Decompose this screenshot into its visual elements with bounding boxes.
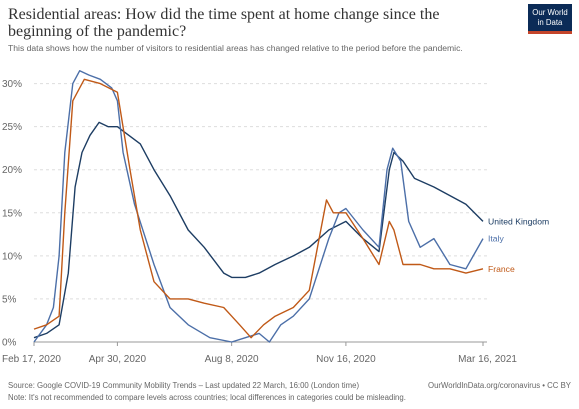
logo-line-1: Our World [532, 8, 568, 17]
y-tick-label: 10% [2, 251, 22, 262]
chart-subtitle: This data shows how the number of visito… [8, 43, 463, 53]
y-tick-label: 30% [2, 79, 22, 90]
owid-logo[interactable]: Our World in Data [528, 4, 572, 34]
source-note: Source: Google COVID-19 Community Mobili… [8, 381, 360, 390]
x-tick-label: Aug 8, 2020 [205, 354, 259, 365]
chart-title: Residential areas: How did the time spen… [8, 6, 440, 40]
series-line-united-kingdom [33, 121, 484, 339]
logo-line-2: in Data [537, 18, 563, 27]
series-label-united-kingdom: United Kingdom [488, 216, 549, 226]
x-tick-label: Feb 17, 2020 [2, 354, 61, 365]
series-label-italy: Italy [488, 234, 504, 244]
series-line-france [33, 78, 484, 339]
series-label-france: France [488, 264, 515, 274]
y-tick-label: 0% [2, 338, 17, 349]
footnote: Note: It's not recommended to compare le… [8, 393, 406, 402]
series-line-italy [33, 70, 484, 343]
y-tick-label: 25% [2, 122, 22, 133]
x-tick-label: Apr 30, 2020 [89, 354, 147, 365]
y-tick-label: 5% [2, 294, 17, 305]
x-tick-label: Nov 16, 2020 [316, 354, 376, 365]
x-tick-label: Mar 16, 2021 [458, 354, 517, 365]
credit-link[interactable]: OurWorldInData.org/coronavirus • CC BY [428, 381, 571, 390]
y-tick-label: 15% [2, 208, 22, 219]
y-tick-label: 20% [2, 165, 22, 176]
